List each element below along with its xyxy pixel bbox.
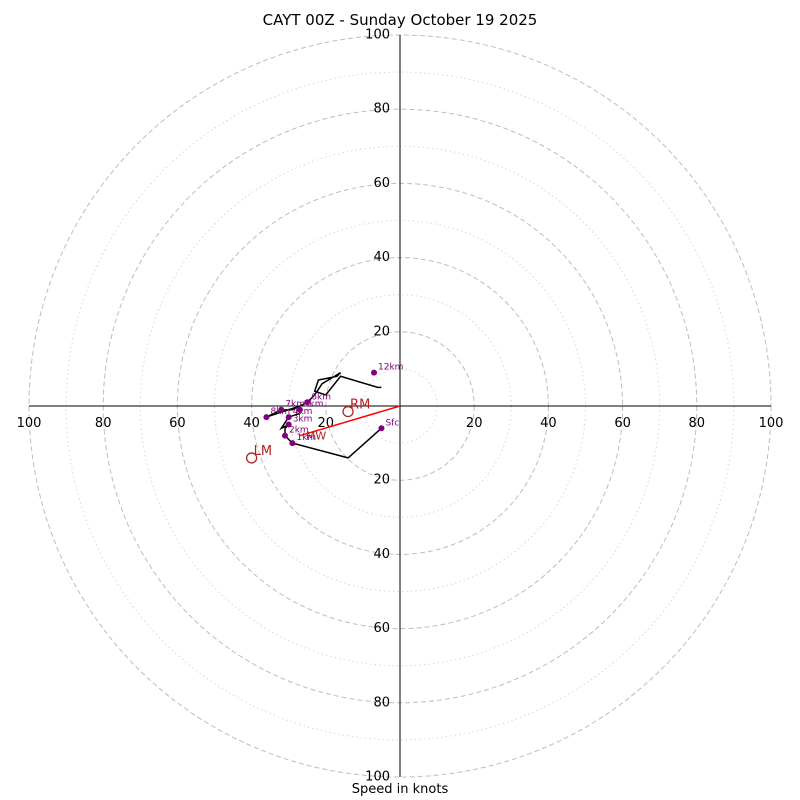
height-label-1km: 1km bbox=[296, 433, 316, 443]
rm-label: RM bbox=[350, 398, 370, 413]
height-label-6km: 6km bbox=[311, 392, 331, 402]
height-point-1km bbox=[289, 440, 296, 447]
storm-motion-markers: RM LM MW bbox=[245, 398, 370, 464]
lm-label: LM bbox=[254, 444, 272, 459]
mean-wind-vector bbox=[299, 405, 401, 437]
height-point-Sfc bbox=[378, 425, 385, 432]
chart-title: CAYT 00Z - Sunday October 19 2025 bbox=[262, 11, 538, 29]
storm-vectors bbox=[299, 405, 401, 437]
tick-right-40: 40 bbox=[540, 416, 557, 431]
tick-left-100: 100 bbox=[17, 416, 42, 431]
height-point-5km bbox=[296, 406, 303, 413]
height-label-2km: 2km bbox=[289, 426, 309, 436]
tick-bottom-40: 40 bbox=[373, 547, 390, 562]
tick-left-40: 40 bbox=[243, 416, 260, 431]
height-point-12km bbox=[371, 369, 378, 376]
height-label-8km: 8km bbox=[270, 407, 290, 417]
tick-bottom-20: 20 bbox=[373, 473, 390, 488]
tick-bottom-100: 100 bbox=[365, 770, 390, 785]
height-point-6km bbox=[304, 399, 311, 406]
height-label-5km: 5km bbox=[304, 400, 324, 410]
height-point-2km bbox=[281, 432, 288, 439]
tick-right-60: 60 bbox=[614, 416, 631, 431]
tick-top-20: 20 bbox=[373, 324, 390, 339]
tick-top-80: 80 bbox=[373, 102, 390, 117]
height-point-3km bbox=[285, 421, 292, 428]
tick-right-80: 80 bbox=[689, 416, 706, 431]
height-label-7km: 7km bbox=[285, 400, 305, 410]
height-point-8km bbox=[263, 414, 270, 421]
height-label-12km: 12km bbox=[378, 363, 403, 373]
mean-wind-label: MW bbox=[306, 430, 326, 443]
rm-marker bbox=[342, 405, 354, 418]
height-point-4km bbox=[285, 414, 292, 421]
x-axis-label: Speed in knots bbox=[351, 782, 449, 797]
tick-left-80: 80 bbox=[95, 416, 112, 431]
height-label-3km: 3km bbox=[293, 415, 313, 425]
tick-left-60: 60 bbox=[169, 416, 186, 431]
height-point-7km bbox=[278, 406, 285, 413]
height-label-4km: 4km bbox=[293, 407, 313, 417]
tick-top-100: 100 bbox=[365, 28, 390, 43]
tick-top-40: 40 bbox=[373, 250, 390, 265]
height-label-Sfc: Sfc bbox=[385, 418, 399, 428]
tick-bottom-80: 80 bbox=[373, 695, 390, 710]
tick-labels: 100 80 60 40 20 20 40 60 80 100100806040202040608… bbox=[17, 28, 784, 785]
tick-top-60: 60 bbox=[373, 176, 390, 191]
tick-right-100: 100 bbox=[759, 416, 784, 431]
tick-bottom-60: 60 bbox=[373, 621, 390, 636]
hodograph-trace bbox=[266, 371, 382, 459]
lm-marker bbox=[245, 452, 258, 464]
tick-right-20: 20 bbox=[466, 416, 483, 431]
hodograph-line bbox=[266, 371, 382, 459]
